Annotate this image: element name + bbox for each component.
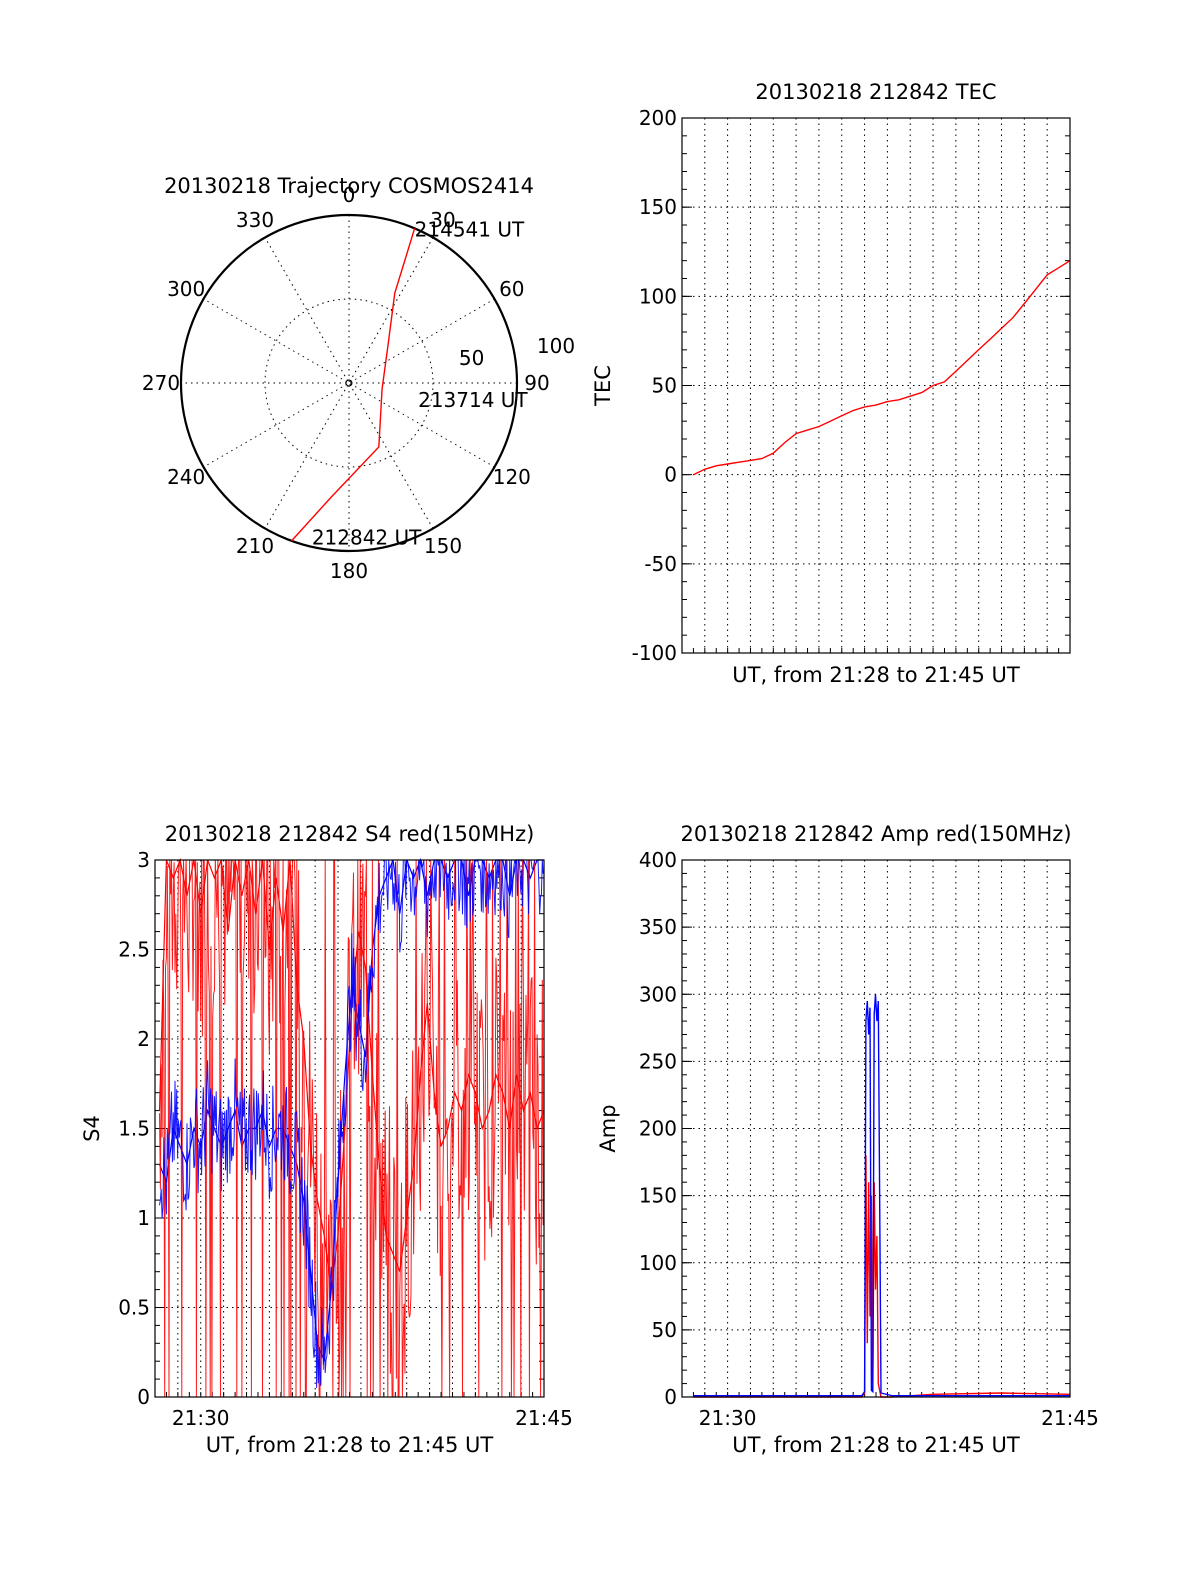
y-tick-label: 300 [639,982,677,1006]
polar-angle-label: 60 [499,277,524,301]
y-tick-label: 0 [664,1385,677,1409]
y-tick-label: 0.5 [118,1296,150,1320]
y-tick-label: 2.5 [118,938,150,962]
data-series-line [693,994,1070,1397]
polar-angle-label: 240 [167,465,205,489]
polar-angle-label: 30 [430,208,455,232]
polar-angle-label: 300 [167,277,205,301]
polar-spoke [264,237,434,529]
y-tick-label: 400 [639,848,677,872]
polar-angle-label: 330 [236,208,274,232]
data-series-noise [159,858,544,1388]
polar-angle-label: 90 [524,371,549,395]
polar-angle-label: 180 [330,559,368,583]
chart-title: 20130218 Trajectory COSMOS2414 [164,174,534,198]
y-tick-label: 100 [639,284,677,308]
polar-spoke [203,298,495,468]
chart-title: 20130218 212842 TEC [755,80,996,104]
y-tick-label: 50 [652,374,677,398]
amp-line-chart: 20130218 212842 Amp red(150MHz) 0 50 100 150… [596,822,1099,1457]
y-axis-label: Amp [596,1104,620,1152]
chart-title: 20130218 212842 Amp red(150MHz) [680,822,1071,846]
trajectory-time-annotation: 213714 UT [418,388,528,412]
polar-angle-label: 0 [343,183,356,207]
y-tick-label: 150 [639,1184,677,1208]
y-tick-label: 2 [137,1027,150,1051]
x-tick-label: 21:30 [699,1406,757,1430]
x-axis-label: UT, from 21:28 to 21:45 UT [206,1433,494,1457]
plot-frame [681,859,1071,1398]
trajectory-time-annotation: 212842 UT [312,525,422,549]
y-tick-label: 1.5 [118,1117,150,1141]
s4-line-chart: 20130218 212842 S4 red(150MHz) 0 0.5 1 1.5 2 2… [80,822,573,1457]
x-tick-label: 21:45 [1041,1406,1099,1430]
polar-angle-label: 120 [493,465,531,489]
data-series-line [693,260,1071,476]
y-tick-label: 50 [652,1318,677,1342]
y-tick-label: 200 [639,1117,677,1141]
y-axis-label: S4 [80,1115,104,1142]
y-tick-label: 200 [639,106,677,130]
y-tick-label: 0 [137,1385,150,1409]
y-tick-label: -50 [644,552,677,576]
chart-title: 20130218 212842 S4 red(150MHz) [165,822,535,846]
y-axis-label: TEC [591,365,615,407]
polar-radius-label: 100 [537,334,575,358]
polar-angle-label: 210 [236,534,274,558]
x-axis-label: UT, from 21:28 to 21:45 UT [732,663,1020,687]
y-tick-label: -100 [632,641,677,665]
polar-spoke [203,298,495,468]
polar-angle-label: 270 [142,371,180,395]
data-series-line [693,1155,1071,1398]
y-tick-label: 350 [639,915,677,939]
y-tick-label: 1 [137,1206,150,1230]
trajectory-time-annotation: 214541 UT [415,217,525,241]
y-tick-label: 0 [664,463,677,487]
y-tick-label: 3 [137,848,150,872]
polar-angle-label: 150 [424,534,462,558]
y-tick-label: 250 [639,1049,677,1073]
tec-line-chart: 20130218 212842 TEC -100 -50 0 50 100 150 200 UT… [591,80,1071,687]
x-axis-label: UT, from 21:28 to 21:45 UT [732,1433,1020,1457]
y-tick-label: 150 [639,195,677,219]
polar-spoke [264,237,434,529]
plot-frame [154,859,545,1398]
x-tick-label: 21:45 [515,1406,573,1430]
plot-frame [681,117,1071,654]
x-tick-label: 21:30 [172,1406,230,1430]
y-tick-label: 100 [639,1251,677,1275]
polar-radius-label: 50 [459,346,484,370]
trajectory-line [291,228,416,542]
